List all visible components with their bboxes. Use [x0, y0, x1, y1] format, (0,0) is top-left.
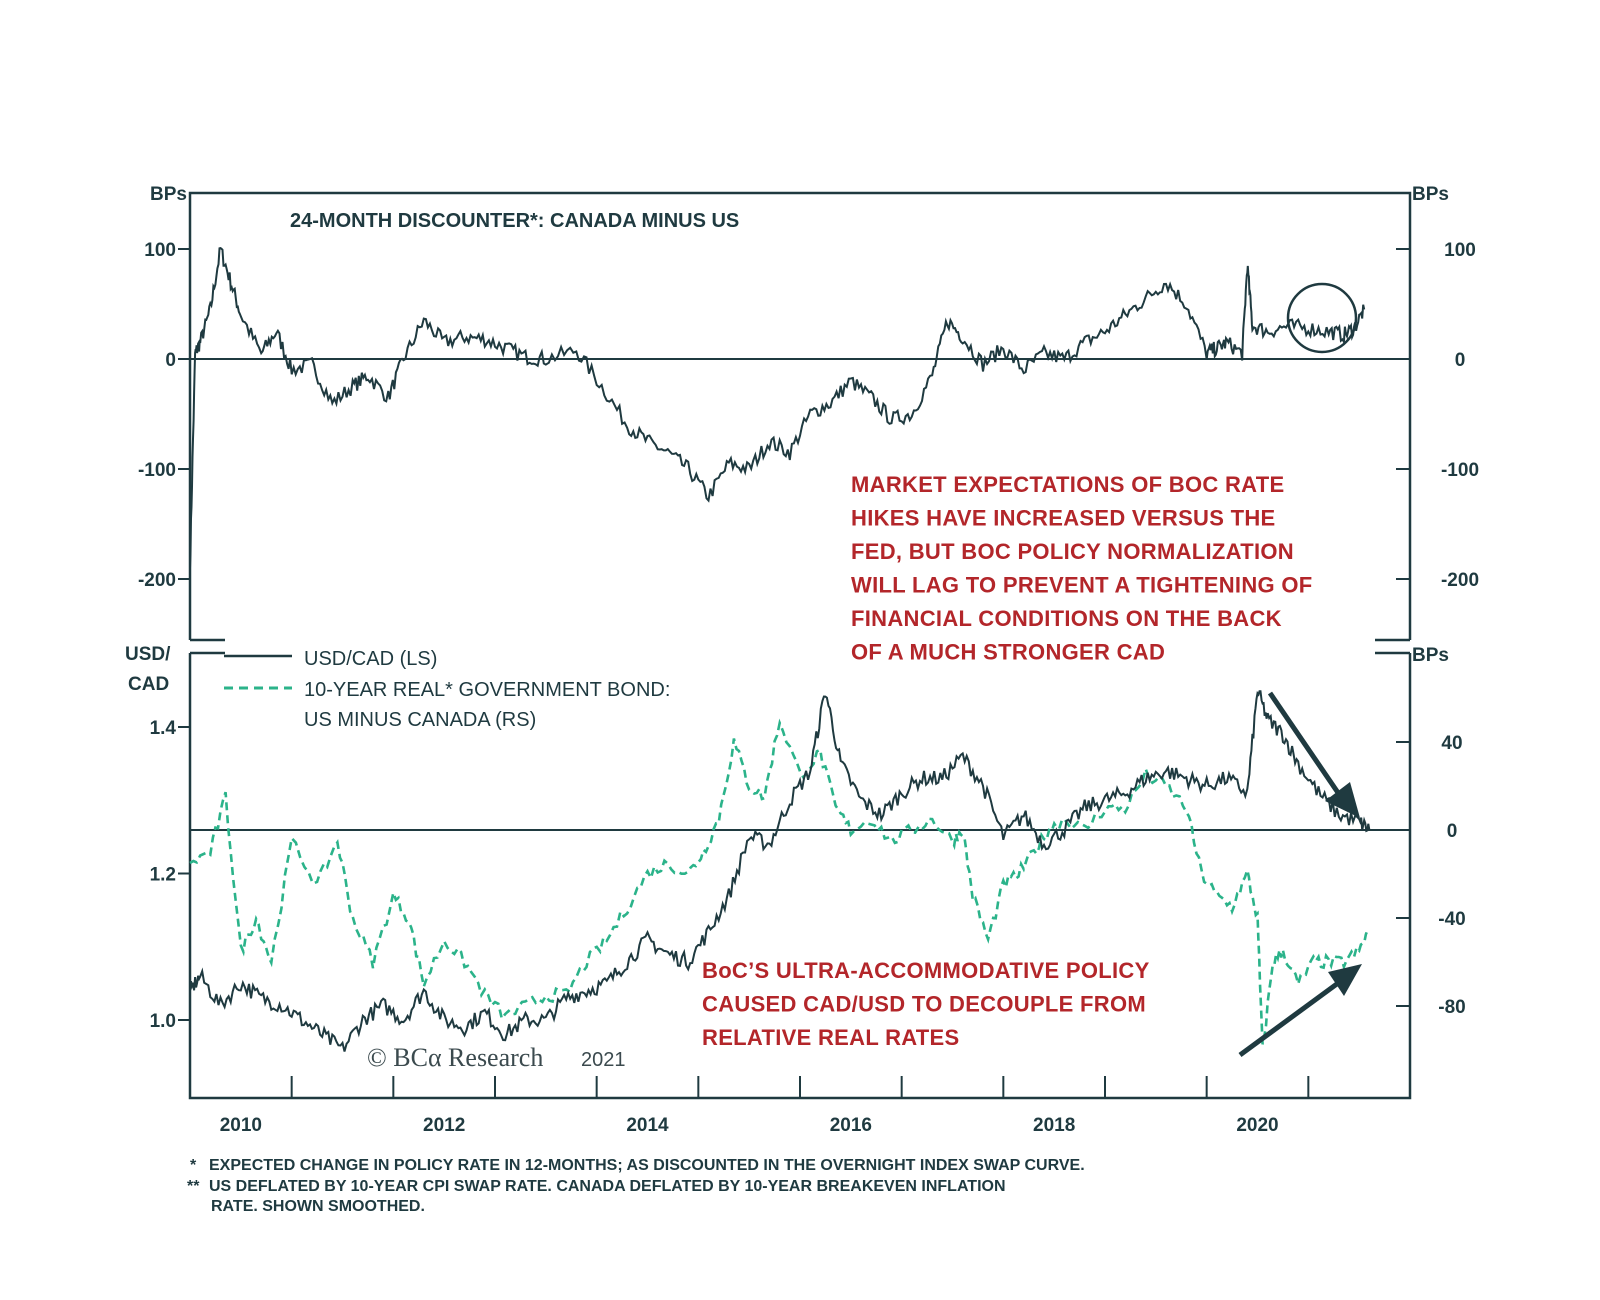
- discounter-line: [189, 247, 1366, 569]
- x-axis-labels: 2010 2012 2014 2016 2018 2020: [220, 1115, 1279, 1136]
- bottom-left-tick-label: 1.0: [150, 1011, 176, 1032]
- top-right-unit: BPs: [1412, 184, 1449, 205]
- footnote-1: EXPECTED CHANGE IN POLICY RATE IN 12-MON…: [209, 1157, 1085, 1174]
- decouple-annotation: BoC’S ULTRA-ACCOMMODATIVE POLICY CAUSED C…: [702, 958, 1150, 1050]
- boc-annotation-line: WILL LAG TO PREVENT A TIGHTENING OF: [851, 573, 1313, 598]
- top-panel-title: 24-MONTH DISCOUNTER*: CANADA MINUS US: [290, 210, 739, 232]
- top-right-tick-label: -200: [1441, 570, 1479, 591]
- bottom-right-unit: BPs: [1412, 645, 1449, 666]
- top-left-tick-label: 0: [165, 350, 176, 371]
- footnote-2-line1: US DEFLATED BY 10-YEAR CPI SWAP RATE. CA…: [209, 1178, 1006, 1195]
- copyright-year: 2021: [581, 1049, 626, 1071]
- top-left-tick-label: -200: [138, 570, 176, 591]
- footnote-1-mark: *: [190, 1157, 197, 1174]
- footnotes: * EXPECTED CHANGE IN POLICY RATE IN 12-M…: [187, 1157, 1085, 1215]
- bottom-left-unit-line2: CAD: [128, 674, 169, 695]
- top-left-tick-label: 100: [144, 240, 176, 261]
- x-axis-label: 2012: [423, 1115, 465, 1136]
- footnote-2-mark: **: [187, 1178, 200, 1195]
- legend: USD/CAD (LS) 10-YEAR REAL* GOVERNMENT BO…: [224, 648, 670, 731]
- highlight-circle: [1286, 282, 1358, 354]
- top-left-tick-label: -100: [138, 460, 176, 481]
- up-arrow: [1238, 975, 1347, 1058]
- decouple-annotation-line: BoC’S ULTRA-ACCOMMODATIVE POLICY: [702, 958, 1150, 983]
- bottom-left-unit-line1: USD/: [125, 644, 171, 665]
- top-right-tick-label: 100: [1444, 240, 1476, 261]
- down-arrow-head: [1325, 782, 1360, 818]
- x-axis-label: 2010: [220, 1115, 262, 1136]
- bottom-right-tick-label: 40: [1441, 733, 1462, 754]
- bottom-right-tick-label: -40: [1438, 909, 1465, 930]
- boc-annotation-line: OF A MUCH STRONGER CAD: [851, 640, 1165, 665]
- boc-annotation-line: MARKET EXPECTATIONS OF BOC RATE: [851, 472, 1284, 497]
- copyright-text: © BCα Research: [367, 1043, 543, 1072]
- top-left-unit: BPs: [150, 184, 187, 205]
- footnote-2-line2: RATE. SHOWN SMOOTHED.: [211, 1198, 425, 1215]
- arrows: [1238, 691, 1362, 1058]
- boc-annotation-line: FINANCIAL CONDITIONS ON THE BACK: [851, 606, 1282, 631]
- x-axis-label: 2018: [1033, 1115, 1075, 1136]
- boc-annotation-line: HIKES HAVE INCREASED VERSUS THE: [851, 506, 1276, 531]
- top-right-tick-label: 0: [1455, 350, 1466, 371]
- top-right-tick-label: -100: [1441, 460, 1479, 481]
- top-frame: [188, 191, 1412, 640]
- down-arrow: [1267, 691, 1348, 805]
- up-arrow-head: [1328, 964, 1362, 996]
- top-panel: BPs BPs 24-MONTH DISCOUNTER*: CANADA MIN…: [138, 184, 1479, 591]
- legend-real-label-line2: US MINUS CANADA (RS): [304, 709, 536, 731]
- boc-annotation-line: FED, BUT BOC POLICY NORMALIZATION: [851, 539, 1294, 564]
- bottom-left-tick-label: 1.2: [150, 865, 176, 886]
- x-axis-label: 2016: [830, 1115, 872, 1136]
- bottom-left-tick-label: 1.4: [150, 718, 177, 739]
- decouple-annotation-line: RELATIVE REAL RATES: [702, 1025, 960, 1050]
- bottom-right-tick-label: 0: [1447, 821, 1458, 842]
- copyright: © BCα Research 2021: [367, 1043, 626, 1072]
- usdcad-line: [189, 690, 1371, 1052]
- legend-usdcad-label: USD/CAD (LS): [304, 648, 437, 670]
- decouple-annotation-line: CAUSED CAD/USD TO DECOUPLE FROM: [702, 992, 1146, 1017]
- bottom-right-tick-label: -80: [1438, 997, 1465, 1018]
- bottom-panel: USD/ CAD BPs 1.4 1.2 1.0 40 0 -40 -80 USD/CAD …: [125, 644, 1466, 1098]
- boc-annotation: MARKET EXPECTATIONS OF BOC RATE HIKES HAV…: [851, 472, 1313, 665]
- legend-real-label-line1: 10-YEAR REAL* GOVERNMENT BOND:: [304, 679, 670, 701]
- x-axis-label: 2014: [626, 1115, 669, 1136]
- x-axis-label: 2020: [1236, 1115, 1278, 1136]
